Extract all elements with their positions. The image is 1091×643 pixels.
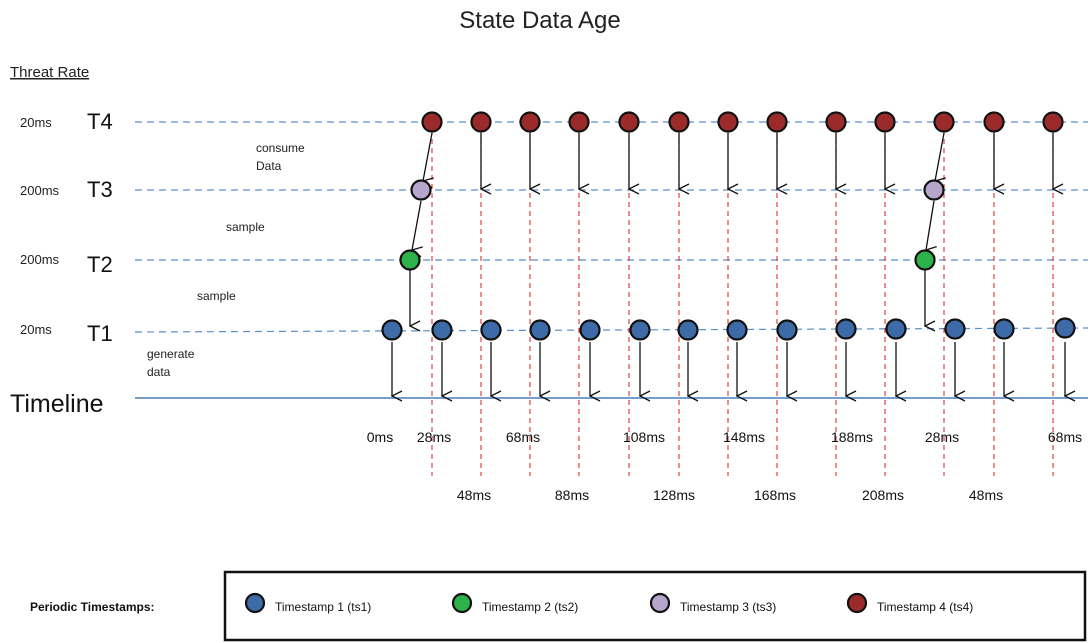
timeline-label: Timeline: [10, 390, 104, 418]
timestamp-dot: [717, 111, 739, 133]
time-label: 188ms: [831, 429, 873, 445]
threat-rate-heading: Threat Rate: [10, 64, 89, 81]
timestamp-dot: [825, 111, 847, 133]
sample-note-upper: sample: [226, 220, 265, 234]
timestamp-dots: [381, 111, 1076, 341]
consume-data-note: consume Data: [256, 141, 308, 173]
row-t4: 20ms T4: [20, 109, 1088, 134]
row-t1: 20ms T1: [20, 321, 1089, 346]
t2-label: T2: [87, 252, 113, 277]
time-label: 88ms: [555, 487, 589, 503]
timestamp-dot: [618, 111, 640, 133]
legend-label: Timestamp 2 (ts2): [482, 600, 578, 614]
t1-label: T1: [87, 321, 113, 346]
time-label: 108ms: [623, 429, 665, 445]
timestamp-dot: [629, 319, 651, 341]
time-label: 148ms: [723, 429, 765, 445]
timestamp-dot: [410, 179, 432, 201]
consume-note-line1: consume: [256, 141, 305, 155]
legend-swatch: [846, 592, 868, 614]
time-label: 168ms: [754, 487, 796, 503]
timestamp-dot: [579, 319, 601, 341]
legend-swatch: [244, 592, 266, 614]
flow-arrow: [423, 132, 432, 181]
timestamp-dot: [1054, 317, 1076, 339]
timestamp-dot: [399, 249, 421, 271]
legend-swatch: [451, 592, 473, 614]
time-label: 68ms: [1048, 429, 1082, 445]
time-labels-upper: 0ms 28ms 68ms 108ms 148ms 188ms 28ms 68ms: [367, 429, 1082, 445]
timestamp-dot: [993, 318, 1015, 340]
legend-label: Timestamp 3 (ts3): [680, 600, 776, 614]
timestamp-dot: [933, 111, 955, 133]
timestamp-dot: [726, 319, 748, 341]
timestamp-dot: [381, 319, 403, 341]
timestamp-dot: [944, 318, 966, 340]
time-label: 48ms: [969, 487, 1003, 503]
flow-arrows: [392, 132, 1065, 396]
time-label: 0ms: [367, 429, 393, 445]
timestamp-dot: [519, 111, 541, 133]
flow-arrow: [412, 200, 421, 250]
timestamp-dot: [776, 319, 798, 341]
generate-note-line1: generate: [147, 347, 195, 361]
t4-rate: 20ms: [20, 115, 52, 130]
flow-arrow: [926, 200, 934, 250]
sample-note-lower: sample: [197, 289, 236, 303]
flow-arrow: [935, 132, 944, 181]
timestamp-dot: [983, 111, 1005, 133]
timestamp-dot: [874, 111, 896, 133]
t1-rate: 20ms: [20, 322, 52, 337]
legend-swatch: [649, 592, 671, 614]
time-label: 68ms: [506, 429, 540, 445]
legend-item: Timestamp 4 (ts4): [846, 592, 973, 614]
legend-label: Timestamp 1 (ts1): [275, 600, 371, 614]
consume-note-line2: Data: [256, 159, 282, 173]
timestamp-dot: [835, 318, 857, 340]
timestamp-dot: [431, 319, 453, 341]
timestamp-dot: [885, 318, 907, 340]
time-marker-lines: [431, 130, 1054, 476]
time-label: 48ms: [457, 487, 491, 503]
timestamp-dot: [914, 249, 936, 271]
time-label: 128ms: [653, 487, 695, 503]
time-label: 28ms: [417, 429, 451, 445]
timestamp-dot: [923, 179, 945, 201]
timestamp-dot: [668, 111, 690, 133]
timestamp-dot: [529, 319, 551, 341]
timestamp-dot: [421, 111, 443, 133]
legend-item: Timestamp 1 (ts1): [244, 592, 371, 614]
timestamp-dot: [568, 111, 590, 133]
generate-note-line2: data: [147, 365, 171, 379]
legend-heading: Periodic Timestamps:: [30, 600, 155, 614]
generate-data-note: generate data: [147, 347, 198, 379]
t4-label: T4: [87, 109, 113, 134]
timestamp-dot: [766, 111, 788, 133]
t2-rate: 200ms: [20, 252, 60, 267]
timestamp-dot: [470, 111, 492, 133]
timestamp-dot: [1042, 111, 1064, 133]
time-label: 28ms: [925, 429, 959, 445]
legend-label: Timestamp 4 (ts4): [877, 600, 973, 614]
t3-label: T3: [87, 177, 113, 202]
legend-item: Timestamp 2 (ts2): [451, 592, 578, 614]
time-label: 208ms: [862, 487, 904, 503]
t3-rate: 200ms: [20, 183, 60, 198]
time-labels-lower: 48ms 88ms 128ms 168ms 208ms 48ms: [457, 487, 1003, 503]
legend-items: Timestamp 1 (ts1) Timestamp 2 (ts2) Timest…: [244, 592, 973, 614]
legend-item: Timestamp 3 (ts3): [649, 592, 776, 614]
timestamp-dot: [677, 319, 699, 341]
diagram-title: State Data Age: [459, 7, 620, 34]
timestamp-dot: [480, 319, 502, 341]
